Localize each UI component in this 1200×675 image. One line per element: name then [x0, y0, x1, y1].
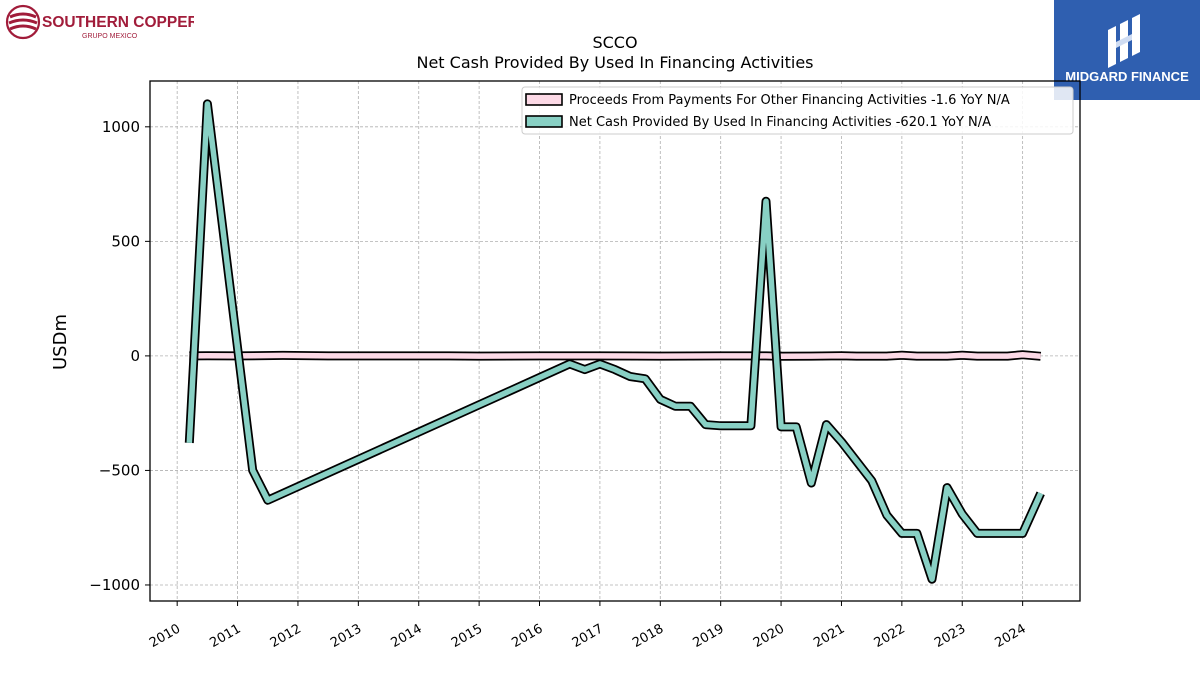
- x-tick-label: 2014: [389, 621, 425, 651]
- company-name: SOUTHERN COPPER: [42, 14, 194, 31]
- legend: Proceeds From Payments For Other Financi…: [521, 86, 1074, 135]
- legend-label-proceeds: Proceeds From Payments For Other Financi…: [569, 93, 1010, 108]
- chart-subtitle: Net Cash Provided By Used In Financing A…: [416, 53, 813, 72]
- x-tick-label: 2022: [872, 621, 908, 651]
- legend-swatch-net-cash: [525, 115, 563, 128]
- x-tick-label: 2023: [932, 621, 968, 651]
- x-tick-label: 2015: [449, 621, 485, 651]
- legend-swatch-proceeds: [525, 93, 563, 106]
- x-tick-label: 2017: [570, 621, 606, 651]
- x-tick-label: 2019: [691, 621, 727, 651]
- x-tick-label: 2012: [268, 621, 304, 651]
- finance-name: MIDGARD FINANCE: [1065, 69, 1189, 84]
- y-tick-label: −500: [99, 461, 140, 479]
- chart-title: SCCO: [592, 33, 637, 52]
- y-axis-label: USDm: [50, 314, 71, 370]
- series-lines: [184, 99, 1045, 584]
- midgard-emblem-icon: [1108, 14, 1140, 68]
- legend-box: [521, 86, 1074, 135]
- legend-label-net-cash: Net Cash Provided By Used In Financing A…: [569, 115, 991, 130]
- plot-frame: [149, 80, 1081, 602]
- x-tick-label: 2010: [147, 621, 183, 651]
- x-tick-label: 2016: [509, 621, 545, 651]
- x-tick-label: 2024: [992, 621, 1028, 651]
- series-proceeds-line: [189, 351, 1041, 360]
- y-tick-label: 0: [130, 347, 140, 365]
- southern-copper-logo: SOUTHERN COPPER GRUPO MEXICO: [4, 4, 199, 44]
- x-tick-label: 2018: [630, 621, 666, 651]
- company-subname: GRUPO MEXICO: [82, 33, 138, 40]
- series-net-cash-line-outline: [184, 99, 1045, 584]
- x-tick-label: 2021: [811, 621, 847, 651]
- southern-copper-emblem-icon: [5, 4, 41, 40]
- axis-ticks: 2010 2011 2012 2013 2014 2015 2016 2017 2018 2019…: [89, 118, 1028, 651]
- x-tick-label: 2020: [751, 621, 787, 651]
- midgard-finance-logo: MIDGARD FINANCE: [1054, 0, 1200, 100]
- x-tick-label: 2011: [207, 621, 243, 651]
- y-tick-label: 500: [111, 232, 140, 250]
- y-tick-label: 1000: [102, 118, 140, 136]
- y-tick-label: −1000: [89, 576, 140, 594]
- x-tick-label: 2013: [328, 621, 364, 651]
- series-net-cash-line: [186, 101, 1044, 582]
